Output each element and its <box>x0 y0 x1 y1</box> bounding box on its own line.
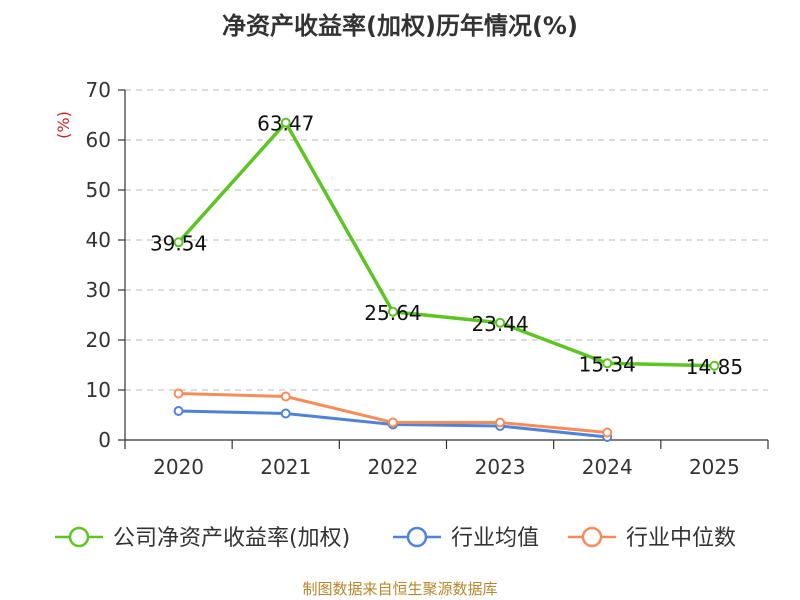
data-point <box>387 306 398 317</box>
axes: 0 10 20 30 40 50 60 70 2020 2021 2022 2023 2024 2025 <box>86 78 769 479</box>
data-point <box>173 406 184 416</box>
data-label: 25.64 <box>364 301 421 325</box>
legend-marker-icon <box>68 526 90 548</box>
legend[interactable]: 公司净资产收益率(加权) 行业均值 行业中位数 <box>55 526 736 551</box>
y-tick-label: 30 <box>86 278 111 302</box>
x-tick-label: 2024 <box>582 455 633 479</box>
x-tick-label: 2023 <box>475 455 526 479</box>
y-tick-label: 40 <box>86 228 111 252</box>
legend-item[interactable]: 公司净资产收益率(加权) <box>55 526 350 551</box>
data-point <box>280 391 291 402</box>
data-point <box>280 117 291 128</box>
x-tick-label: 2022 <box>367 455 418 479</box>
data-point <box>495 417 506 428</box>
y-tick-label: 20 <box>86 328 111 352</box>
data-label: 63.47 <box>257 112 314 136</box>
x-tick-label: 2020 <box>153 455 204 479</box>
legend-marker-icon <box>406 526 428 548</box>
data-labels: 39.54 63.47 25.64 23.44 15.34 14.85 <box>150 112 743 379</box>
data-point <box>280 408 291 419</box>
series-line <box>177 120 715 368</box>
data-point <box>173 237 184 248</box>
y-tick-label: 70 <box>86 78 111 102</box>
x-tick-label: 2021 <box>260 455 311 479</box>
data-point <box>602 358 613 369</box>
gridlines <box>125 89 768 391</box>
x-tick-label: 2025 <box>689 455 740 479</box>
data-point <box>387 417 398 428</box>
y-tick-label: 10 <box>86 378 111 402</box>
legend-label: 行业均值 <box>451 526 539 551</box>
data-point <box>602 427 613 438</box>
chart-title: 净资产收益率(加权)历年情况(%) <box>222 12 578 40</box>
data-point <box>709 360 720 371</box>
legend-item[interactable]: 行业中位数 <box>568 526 736 551</box>
data-label: 15.34 <box>579 352 636 376</box>
data-label: 39.54 <box>150 231 207 255</box>
data-label: 23.44 <box>471 312 528 336</box>
legend-label: 公司净资产收益率(加权) <box>113 526 350 551</box>
y-tick-label: 60 <box>86 128 111 152</box>
legend-label: 行业中位数 <box>626 526 736 551</box>
y-tick-label: 50 <box>86 178 111 202</box>
data-label: 14.85 <box>686 355 743 379</box>
y-tick-label: 0 <box>98 428 111 452</box>
legend-item[interactable]: 行业均值 <box>393 526 539 551</box>
data-point <box>495 317 506 328</box>
series-lines <box>173 117 720 442</box>
data-point <box>173 388 184 399</box>
y-axis-unit-label: (%) <box>54 111 73 139</box>
legend-marker-icon <box>581 526 603 548</box>
source-note: 制图数据来自恒生聚源数据库 <box>302 580 498 598</box>
